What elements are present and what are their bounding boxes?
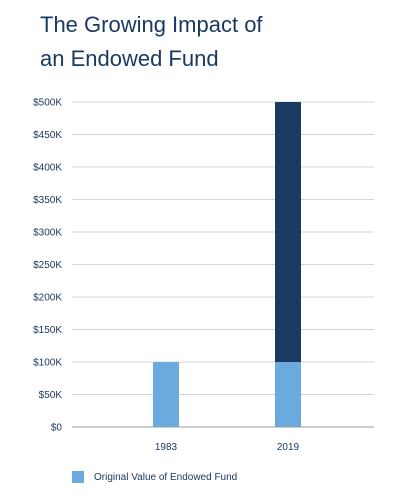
legend: Original Value of Endowed Fund [72,471,237,483]
legend-label-original: Original Value of Endowed Fund [94,471,238,483]
y-tick-label: $450K [33,130,62,141]
x-axis: 1983 2019 [155,442,300,453]
x-tick-label: 2019 [277,442,300,453]
y-axis: $0 $50K $100K $150K $200K $250K $300K $350K $400… [33,98,62,434]
bar-2019-original-value [275,362,301,427]
y-tick-label: $0 [51,423,63,434]
y-tick-label: $350K [33,195,62,206]
chart-title-line-1: The Growing Impact of [40,12,263,37]
y-tick-label: $250K [33,260,62,271]
y-tick-label: $50K [39,390,63,401]
legend-swatch-original [72,471,84,483]
y-tick-label: $150K [33,325,62,336]
bar-2019-growth [275,102,301,362]
bars [153,102,301,427]
y-tick-label: $500K [33,98,62,109]
y-tick-label: $100K [33,358,62,369]
y-tick-label: $200K [33,293,62,304]
chart-title-line-2: an Endowed Fund [40,46,219,71]
y-tick-label: $400K [33,163,62,174]
gridlines [72,101,374,428]
bar-1983-original-value [153,362,179,427]
y-tick-label: $300K [33,228,62,239]
chart-title: The Growing Impact of an Endowed Fund [40,8,380,76]
x-tick-label: 1983 [155,442,178,453]
